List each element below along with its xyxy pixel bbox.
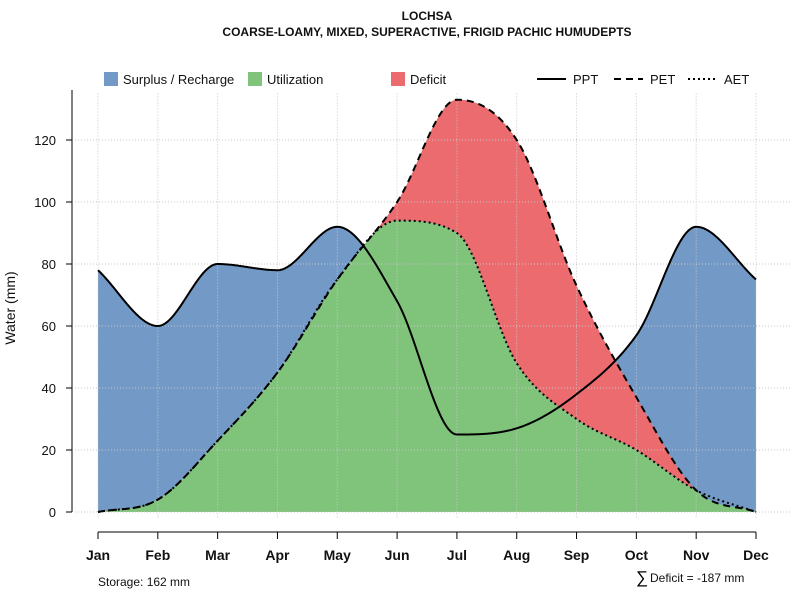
y-tick-label: 40 bbox=[42, 381, 56, 396]
y-tick-label: 60 bbox=[42, 319, 56, 334]
grid bbox=[75, 93, 790, 518]
legend-swatch-deficit bbox=[391, 72, 405, 86]
x-tick-label: Feb bbox=[145, 547, 170, 563]
legend: Surplus / Recharge Utilization Deficit P… bbox=[104, 72, 749, 87]
x-tick-label: Aug bbox=[503, 547, 530, 563]
plot-area: 0 20 40 60 80 100 120 Jan Feb Mar Apr May Jun Jul Aug S… bbox=[34, 90, 790, 563]
x-tick-label: Oct bbox=[625, 547, 649, 563]
x-tick-label: Mar bbox=[205, 547, 230, 563]
deficit-annotation: Deficit = -187 mm bbox=[650, 571, 744, 585]
legend-swatch-surplus bbox=[104, 72, 118, 86]
legend-label-pet: PET bbox=[650, 72, 675, 87]
y-axis-label: Water (mm) bbox=[2, 271, 18, 344]
legend-label-surplus: Surplus / Recharge bbox=[123, 72, 234, 87]
y-tick-label: 0 bbox=[49, 505, 56, 520]
legend-label-deficit: Deficit bbox=[410, 72, 447, 87]
aet-line bbox=[97, 219, 757, 513]
x-tick-label: Sep bbox=[564, 547, 590, 563]
y-tick-label: 80 bbox=[42, 257, 56, 272]
chart-subtitle: COARSE-LOAMY, MIXED, SUPERACTIVE, FRIGID… bbox=[222, 25, 631, 39]
y-tick-label: 100 bbox=[34, 195, 56, 210]
x-tick-label: Jun bbox=[385, 547, 410, 563]
legend-swatch-utilization bbox=[248, 72, 262, 86]
deficit-area bbox=[98, 99, 756, 512]
y-tick-label: 20 bbox=[42, 443, 56, 458]
utilization-area bbox=[98, 220, 756, 512]
x-tick-label: Apr bbox=[265, 547, 290, 563]
y-tick-label: 120 bbox=[34, 133, 56, 148]
legend-label-utilization: Utilization bbox=[267, 72, 323, 87]
chart-title: LOCHSA bbox=[402, 9, 453, 23]
x-tick-label: Jan bbox=[86, 547, 110, 563]
storage-annotation: Storage: 162 mm bbox=[98, 575, 190, 589]
legend-label-aet: AET bbox=[724, 72, 749, 87]
x-tick-label: Nov bbox=[683, 547, 710, 563]
x-tick-label: Dec bbox=[743, 547, 769, 563]
legend-label-ppt: PPT bbox=[573, 72, 598, 87]
x-tick-label: Jul bbox=[447, 547, 467, 563]
x-tick-label: May bbox=[324, 547, 351, 563]
sigma-symbol: ∑ bbox=[636, 568, 648, 587]
ppt-line bbox=[97, 225, 757, 436]
